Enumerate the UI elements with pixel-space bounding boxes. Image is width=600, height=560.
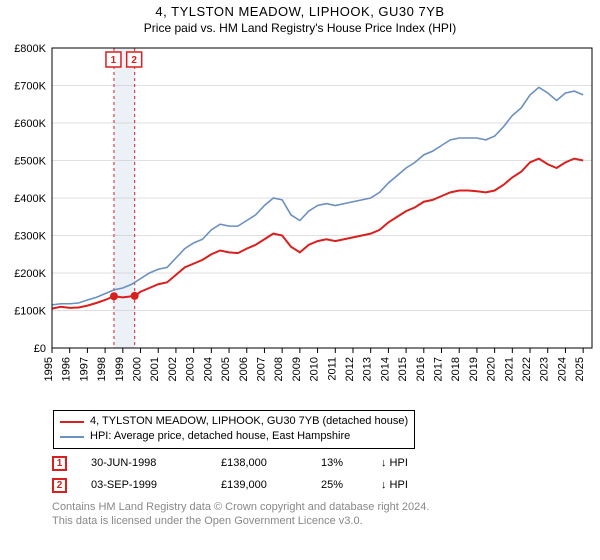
svg-text:2019: 2019 (468, 357, 480, 381)
legend-item-hpi: HPI: Average price, detached house, East… (60, 429, 408, 444)
title-line2: Price paid vs. HM Land Registry's House … (0, 21, 600, 35)
chart: £0 £100K £200K £300K £400K £500K £600K £700K £80… (0, 42, 600, 404)
svg-text:2008: 2008 (273, 357, 285, 381)
svg-text:2005: 2005 (220, 357, 232, 381)
transaction-pct: 13% (321, 457, 381, 469)
svg-text:£300K: £300K (14, 231, 46, 243)
footer: Contains HM Land Registry data © Crown c… (52, 500, 429, 529)
svg-text:2015: 2015 (397, 357, 409, 381)
svg-text:2014: 2014 (379, 357, 391, 381)
svg-text:2004: 2004 (202, 357, 214, 381)
svg-text:2023: 2023 (539, 357, 551, 381)
svg-text:£400K: £400K (14, 193, 46, 205)
legend: 4, TYLSTON MEADOW, LIPHOOK, GU30 7YB (de… (53, 410, 415, 449)
svg-text:2002: 2002 (167, 357, 179, 381)
table-row: 2 03-SEP-1999 £139,000 25% ↓ HPI (52, 474, 408, 496)
transaction-dir: ↓ HPI (381, 479, 408, 491)
svg-text:£600K: £600K (14, 118, 46, 130)
svg-text:2003: 2003 (185, 357, 197, 381)
svg-text:2009: 2009 (291, 357, 303, 381)
svg-text:2001: 2001 (149, 357, 161, 381)
chart-container: 4, TYLSTON MEADOW, LIPHOOK, GU30 7YB Pri… (0, 0, 600, 560)
svg-text:2007: 2007 (255, 357, 267, 381)
svg-text:1: 1 (111, 55, 117, 66)
title-line1: 4, TYLSTON MEADOW, LIPHOOK, GU30 7YB (0, 4, 600, 19)
svg-text:1999: 1999 (114, 357, 126, 381)
svg-text:2025: 2025 (574, 357, 586, 381)
legend-swatch-subject (60, 421, 84, 423)
transaction-date: 30-JUN-1998 (91, 457, 221, 469)
svg-text:2018: 2018 (450, 357, 462, 381)
legend-label-hpi: HPI: Average price, detached house, East… (90, 429, 350, 444)
footer-line2: This data is licensed under the Open Gov… (52, 514, 429, 528)
svg-text:£100K: £100K (14, 306, 46, 318)
svg-text:2010: 2010 (309, 357, 321, 381)
footer-line1: Contains HM Land Registry data © Crown c… (52, 500, 429, 514)
legend-item-subject: 4, TYLSTON MEADOW, LIPHOOK, GU30 7YB (de… (60, 414, 408, 429)
svg-text:1996: 1996 (61, 357, 73, 381)
title-block: 4, TYLSTON MEADOW, LIPHOOK, GU30 7YB Pri… (0, 0, 600, 35)
legend-label-subject: 4, TYLSTON MEADOW, LIPHOOK, GU30 7YB (de… (90, 414, 408, 429)
svg-text:2: 2 (131, 55, 137, 66)
transaction-marker-icon: 1 (52, 456, 67, 471)
transaction-dir: ↓ HPI (381, 457, 408, 469)
svg-text:2012: 2012 (344, 357, 356, 381)
transaction-pct: 25% (321, 479, 381, 491)
table-row: 1 30-JUN-1998 £138,000 13% ↓ HPI (52, 452, 408, 474)
svg-text:2013: 2013 (362, 357, 374, 381)
svg-text:£200K: £200K (14, 268, 46, 280)
transactions-table: 1 30-JUN-1998 £138,000 13% ↓ HPI 2 03-SE… (52, 452, 408, 496)
svg-text:2024: 2024 (556, 357, 568, 381)
transaction-price: £139,000 (221, 479, 321, 491)
svg-text:2011: 2011 (326, 357, 338, 381)
svg-text:1995: 1995 (43, 357, 55, 381)
svg-text:2000: 2000 (132, 357, 144, 381)
svg-text:2017: 2017 (433, 357, 445, 381)
svg-text:2022: 2022 (521, 357, 533, 381)
svg-text:£0: £0 (34, 343, 46, 355)
svg-text:£500K: £500K (14, 156, 46, 168)
svg-text:2016: 2016 (415, 357, 427, 381)
svg-text:1998: 1998 (96, 357, 108, 381)
svg-text:2006: 2006 (238, 357, 250, 381)
svg-text:£800K: £800K (14, 43, 46, 55)
transaction-price: £138,000 (221, 457, 321, 469)
svg-text:1997: 1997 (78, 357, 90, 381)
svg-text:2020: 2020 (486, 357, 498, 381)
legend-swatch-hpi (60, 436, 84, 438)
transaction-date: 03-SEP-1999 (91, 479, 221, 491)
transaction-marker-icon: 2 (52, 478, 67, 493)
svg-text:2021: 2021 (503, 357, 515, 381)
svg-text:£700K: £700K (14, 81, 46, 93)
